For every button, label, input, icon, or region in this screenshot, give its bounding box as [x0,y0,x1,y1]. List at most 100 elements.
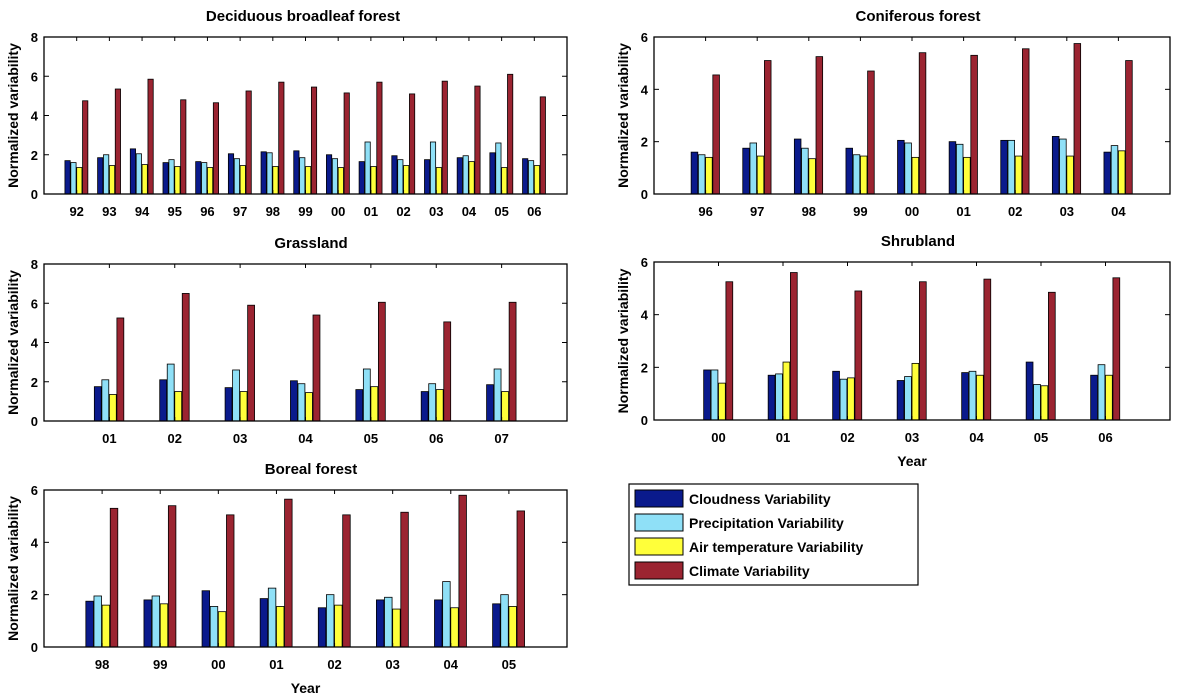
panel-3: Shrubland Normalized variability Year 00 01 0… [615,233,1171,469]
bar-air-temperature [108,394,117,422]
y-tick-label: 2 [641,135,648,150]
x-tick-label: 95 [168,204,182,219]
bar-precipitation [209,606,219,648]
bar-cloudness [93,386,102,422]
bar-precipitation [1110,145,1119,195]
bar-air-temperature [860,155,868,195]
x-tick-label: 00 [711,430,725,445]
bar-cloudness [767,374,776,421]
bar-precipitation [749,142,758,195]
y-tick-label: 4 [31,535,39,550]
legend: Cloudness Variability Precipitation Vari… [628,483,919,586]
bar-precipitation [428,383,437,422]
bar-precipitation [168,159,175,195]
bar-cloudness [742,147,750,195]
bar-cloudness [293,150,300,195]
bar-cloudness [162,162,169,195]
bar-cloudness [355,389,364,422]
y-tick-label: 0 [641,413,648,428]
bar-precipitation [500,594,509,648]
x-tick-label: 02 [327,657,341,672]
bar-precipitation [151,595,161,648]
plot-frame [43,263,568,422]
x-tick-label: 02 [168,431,182,446]
y-axis-label: Normalized variability [615,43,631,188]
bar-climate [919,281,927,421]
x-tick-label: 07 [494,431,508,446]
bar-air-temperature [718,382,726,421]
bar-climate [343,92,350,195]
x-tick-label: 03 [385,657,399,672]
legend-label-precipitation: Precipitation Variability [689,515,844,531]
bar-air-temperature [450,607,459,648]
bar-air-temperature [174,391,183,422]
bar-climate [409,93,416,195]
bar-precipitation [297,383,306,422]
bar-precipitation [493,368,502,422]
bar-climate [1125,60,1133,195]
bar-air-temperature [911,156,920,195]
bar-climate [400,511,409,648]
x-tick-label: 06 [429,431,443,446]
bar-climate [310,86,318,195]
bar-cloudness [290,380,298,422]
panel-title: Deciduous broadleaf forest [206,8,400,25]
bar-climate [180,99,187,195]
x-tick-label: 99 [298,204,312,219]
bar-precipitation [429,141,437,195]
bar-air-temperature [159,603,169,648]
bar-climate [764,60,772,195]
bar-precipitation [801,147,809,195]
bar-cloudness [259,598,269,648]
legend-swatch-cloudness [634,489,684,508]
panel-title: Boreal forest [265,461,358,478]
bar-precipitation [1033,384,1041,421]
x-tick-label: 01 [269,657,283,672]
x-axis-label: Year [897,453,927,469]
bar-air-temperature [272,166,279,195]
bar-climate [918,52,927,195]
bar-cloudness [64,160,71,195]
bar-cloudness [690,151,699,195]
bar-cloudness [424,159,431,195]
x-tick-label: 94 [135,204,150,219]
bar-climate [725,281,734,421]
bar-climate [790,272,798,421]
bar-cloudness [326,154,333,195]
panel-title: Shrubland [881,233,955,250]
x-tick-label: 01 [102,431,116,446]
bar-climate [474,85,481,195]
panel-4: Boreal forest Normalized variability Year 9… [5,461,568,696]
y-axis-label: Normalized variability [5,496,21,641]
bar-cloudness [260,151,267,195]
x-tick-label: 03 [429,204,443,219]
legend-label-climate: Climate Variability [689,563,810,579]
bar-climate [109,507,119,648]
y-tick-label: 4 [31,336,39,351]
bar-air-temperature [141,164,148,195]
bar-air-temperature [1118,150,1126,195]
bar-cloudness [358,161,365,195]
y-tick-label: 2 [31,375,38,390]
bar-cloudness [1000,139,1008,195]
bar-climate [116,317,125,422]
bar-air-temperature [305,166,312,195]
bar-climate [147,78,154,195]
legend-swatch-air-temperature [634,537,684,556]
bar-air-temperature [468,161,475,195]
x-tick-label: 04 [969,430,984,445]
bar-air-temperature [174,166,181,195]
bar-air-temperature [403,165,410,195]
bar-climate [342,514,351,648]
x-axis-label: Year [291,680,321,696]
y-tick-label: 8 [31,257,38,272]
bar-climate [983,278,992,421]
y-tick-label: 2 [31,588,38,603]
bar-air-temperature [501,391,509,422]
bar-air-temperature [533,165,540,195]
bar-climate [815,56,824,195]
x-tick-label: 05 [502,657,516,672]
bar-climate [1073,43,1082,195]
x-tick-label: 97 [233,204,247,219]
bar-cloudness [1051,136,1060,195]
